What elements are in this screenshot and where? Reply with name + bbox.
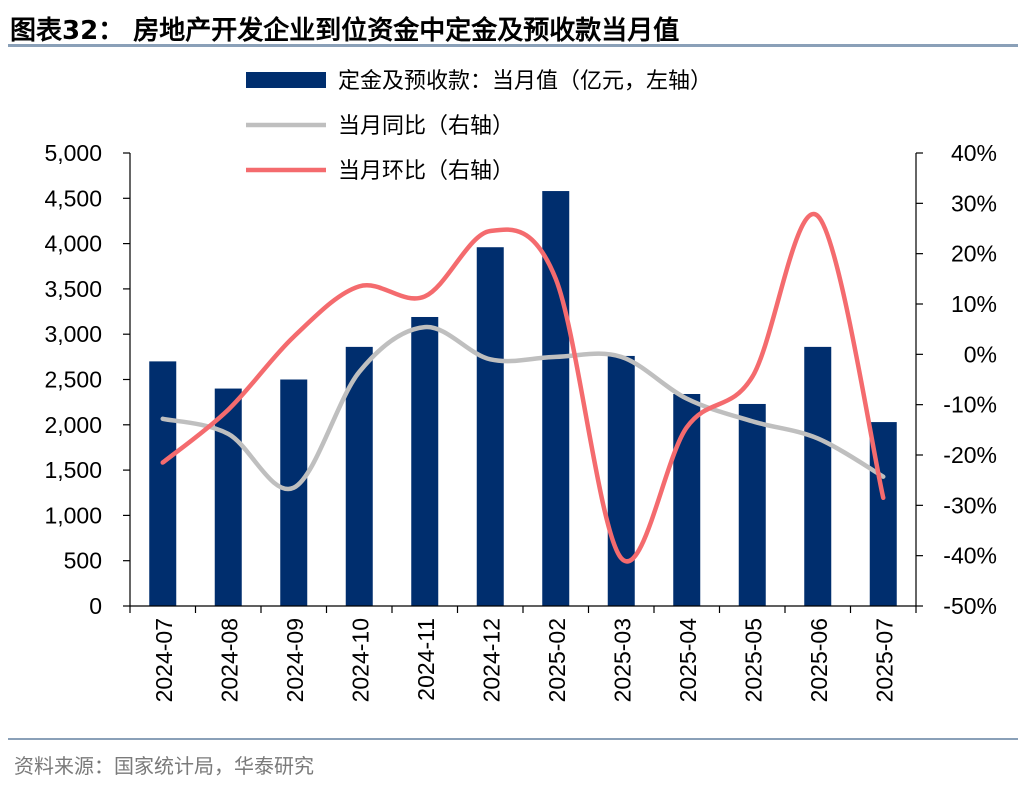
x-tick-label-2025-05: 2025-05 [740, 618, 766, 702]
right-tick-label: 0% [964, 341, 997, 367]
title-rule [8, 44, 1018, 47]
bar-2024-12 [476, 247, 504, 606]
right-tick-label: 10% [951, 291, 997, 317]
x-tick-label-2024-09: 2024-09 [282, 618, 308, 702]
bar-2025-06 [804, 346, 832, 606]
legend-yoy-label: 当月同比（右轴） [338, 114, 514, 139]
x-tick-label-2024-07: 2024-07 [151, 618, 177, 702]
legend-mom-label: 当月环比（右轴） [338, 159, 514, 184]
left-tick-label: 1,000 [44, 502, 102, 528]
bar-2024-09 [280, 379, 308, 606]
axes-layer: 0 500 1,000 1,500 2,000 2,500 3,000 3,500 4,000 4… [44, 140, 997, 702]
left-tick-label: 0 [89, 593, 102, 619]
bar-2025-05 [738, 403, 766, 606]
right-tick-label: -10% [943, 392, 997, 418]
x-tick-label-2024-12: 2024-12 [478, 618, 504, 702]
right-tick-label: -50% [943, 593, 997, 619]
x-tick-label-2025-02: 2025-02 [544, 618, 570, 702]
x-tick-label-2025-04: 2025-04 [675, 618, 701, 703]
x-tick-label-2024-10: 2024-10 [347, 618, 373, 702]
right-tick-label: 30% [951, 190, 997, 216]
left-tick-label: 1,500 [44, 457, 102, 483]
figure-title: 图表32： 房地产开发企业到位资金中定金及预收款当月值 [10, 16, 680, 46]
right-tick-label: -30% [943, 492, 997, 518]
bar-2024-11 [411, 316, 439, 606]
x-tick-label-2024-08: 2024-08 [216, 618, 242, 702]
right-tick-label: -20% [943, 442, 997, 468]
bar-2024-08 [214, 388, 242, 606]
legend: 定金及预收款：当月值（亿元，左轴） 当月同比（右轴） 当月环比（右轴） [246, 69, 712, 184]
left-tick-label: 4,000 [44, 231, 102, 257]
x-tick-label-2025-06: 2025-06 [806, 618, 832, 702]
bars-layer [149, 191, 897, 606]
left-tick-label: 2,000 [44, 412, 102, 438]
bar-2025-03 [607, 355, 635, 606]
right-tick-label: -40% [943, 543, 997, 569]
source-note: 资料来源：国家统计局，华泰研究 [14, 754, 314, 778]
right-tick-label: 40% [951, 140, 997, 166]
legend-bars-label: 定金及预收款：当月值（亿元，左轴） [338, 69, 712, 94]
right-tick-label: 20% [951, 241, 997, 267]
left-tick-label: 4,500 [44, 185, 102, 211]
yoy-line [160, 324, 886, 492]
left-tick-label: 3,000 [44, 321, 102, 347]
lines-layer [160, 211, 886, 564]
x-tick-label-2025-03: 2025-03 [609, 618, 635, 702]
x-tick-label-2024-11: 2024-11 [413, 618, 439, 701]
legend-bars-swatch [246, 72, 326, 88]
mom-line [160, 211, 886, 564]
source-rule [8, 738, 1018, 740]
bar-2025-02 [542, 191, 570, 606]
left-tick-label: 5,000 [44, 140, 102, 166]
left-tick-label: 2,500 [44, 367, 102, 393]
left-tick-label: 500 [64, 548, 102, 574]
bar-2024-07 [149, 361, 177, 606]
left-tick-label: 3,500 [44, 276, 102, 302]
x-tick-label-2025-07: 2025-07 [871, 618, 897, 702]
